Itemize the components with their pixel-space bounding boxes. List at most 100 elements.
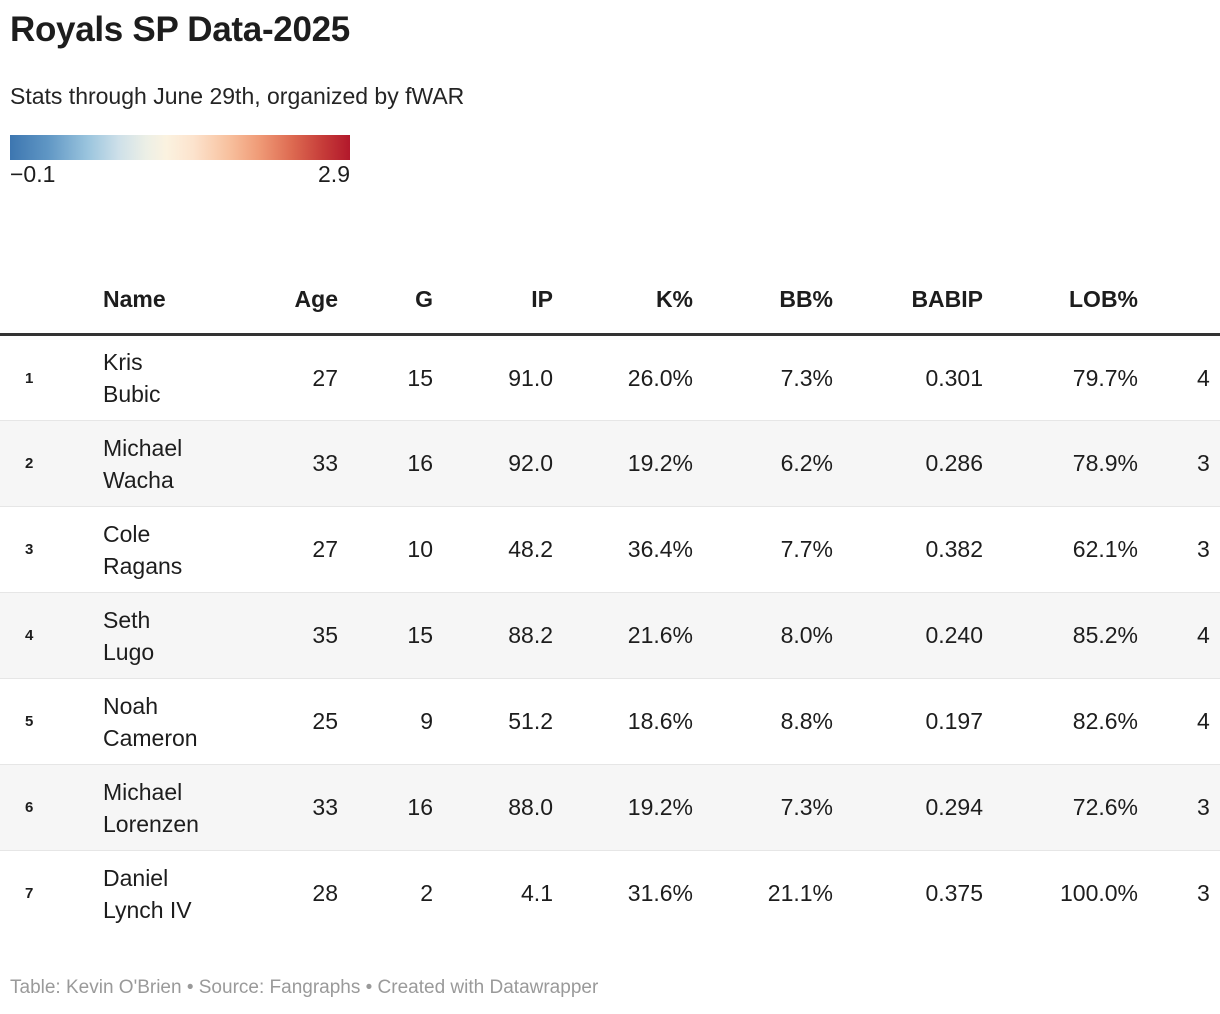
- clipped-column-header: [1138, 268, 1220, 335]
- games-cell: 10: [407, 536, 433, 562]
- games-cell: 2: [420, 880, 433, 907]
- clipped-next-column-cell: 3: [1197, 450, 1210, 476]
- games-cell: 16: [407, 450, 433, 476]
- clipped-next-column-cell: 4: [1197, 622, 1210, 648]
- row-rank: 1: [25, 369, 34, 387]
- babip-cell: 0.197: [925, 708, 983, 734]
- row-rank: 5: [25, 713, 34, 730]
- ip-cell: 92.0: [508, 450, 553, 476]
- player-name-line1: Kris: [103, 349, 143, 375]
- ip-cell: 48.2: [508, 536, 553, 562]
- k-pct-cell: 36.4%: [627, 536, 693, 562]
- babip-cell: 0.382: [925, 536, 983, 562]
- player-name-line1: Michael: [103, 778, 183, 805]
- row-rank: 2: [25, 455, 34, 472]
- lob-pct-cell: 100.0%: [1059, 880, 1138, 907]
- age-cell: 33: [312, 450, 338, 476]
- bb-pct-cell: 7.3%: [780, 364, 833, 391]
- table-row: 4 Seth Lugo 35 15 88.2 21.6% 8.0% 0.240 …: [0, 592, 1220, 679]
- games-cell: 15: [407, 622, 433, 648]
- clipped-next-column-cell: 3: [1197, 880, 1210, 907]
- player-name-line1: Michael: [103, 434, 183, 461]
- player-name-cell: Michael Lorenzen: [103, 765, 278, 851]
- ip-cell: 51.2: [508, 708, 553, 734]
- k-pct-column-header: K%: [655, 286, 693, 312]
- ip-column-header: IP: [531, 286, 553, 312]
- table-row: 5 Noah Cameron 25 9 51.2 18.6% 8.8% 0.19…: [0, 679, 1220, 765]
- clipped-next-column-cell: 4: [1197, 364, 1210, 391]
- bb-pct-cell: 8.8%: [780, 708, 833, 734]
- babip-cell: 0.375: [925, 880, 983, 907]
- player-name-line2: Bubic: [103, 381, 161, 407]
- ip-cell: 88.2: [508, 622, 553, 648]
- ip-cell: 88.0: [508, 794, 553, 820]
- row-rank: 3: [25, 541, 34, 558]
- bb-pct-cell: 8.0%: [780, 622, 833, 648]
- babip-cell: 0.294: [925, 794, 983, 820]
- bb-pct-cell: 7.7%: [780, 536, 833, 562]
- lob-pct-cell: 78.9%: [1072, 450, 1138, 476]
- player-name-cell: Michael Wacha: [103, 421, 278, 507]
- k-pct-cell: 19.2%: [627, 450, 693, 476]
- bb-pct-column-header: BB%: [779, 286, 833, 312]
- player-name-cell: Kris Bubic: [103, 335, 278, 421]
- age-cell: 33: [312, 794, 338, 820]
- row-rank: 7: [25, 885, 34, 903]
- babip-cell: 0.301: [925, 364, 983, 391]
- lob-pct-cell: 79.7%: [1072, 364, 1138, 391]
- page-title: Royals SP Data-2025: [10, 10, 350, 49]
- player-name-line2: Lugo: [103, 638, 155, 665]
- age-cell: 25: [312, 708, 338, 734]
- rank-column-header: [0, 268, 103, 335]
- clipped-next-column-cell: 3: [1197, 794, 1210, 820]
- player-name-cell: Noah Cameron: [103, 679, 278, 765]
- k-pct-cell: 26.0%: [627, 364, 693, 391]
- games-cell: 9: [420, 708, 433, 734]
- player-name-line2: Cameron: [103, 724, 198, 751]
- bb-pct-cell: 7.3%: [780, 794, 833, 820]
- lob-pct-cell: 62.1%: [1072, 536, 1138, 562]
- games-cell: 16: [407, 794, 433, 820]
- k-pct-cell: 31.6%: [627, 880, 693, 907]
- babip-cell: 0.240: [925, 622, 983, 648]
- table-row: 1 Kris Bubic 27 15 91.0 26.0% 7.3% 0.301…: [0, 335, 1220, 421]
- player-name-cell: Daniel Lynch IV: [103, 851, 278, 937]
- games-column-header: G: [415, 286, 433, 312]
- ip-cell: 4.1: [521, 880, 553, 907]
- player-name-line2: Ragans: [103, 552, 183, 579]
- babip-column-header: BABIP: [911, 286, 983, 312]
- player-name-cell: Seth Lugo: [103, 593, 278, 679]
- table-row: 2 Michael Wacha 33 16 92.0 19.2% 6.2% 0.…: [0, 420, 1220, 507]
- attribution-footer: Table: Kevin O'Brien • Source: Fangraphs…: [10, 977, 599, 998]
- lob-pct-cell: 82.6%: [1072, 708, 1138, 734]
- player-name-line2: Lorenzen: [103, 810, 199, 837]
- age-cell: 27: [312, 536, 338, 562]
- age-cell: 27: [312, 364, 338, 391]
- color-scale-labels: −0.1 2.9: [10, 161, 350, 188]
- lob-pct-cell: 72.6%: [1072, 794, 1138, 820]
- row-rank: 4: [25, 627, 34, 644]
- table-row: 6 Michael Lorenzen 33 16 88.0 19.2% 7.3%…: [0, 764, 1220, 851]
- games-cell: 15: [407, 364, 433, 391]
- page-subtitle: Stats through June 29th, organized by fW…: [10, 83, 465, 109]
- player-name-line1: Noah: [103, 692, 158, 719]
- table-header-row: Name Age G IP K% BB% BABIP LOB%: [0, 268, 1220, 335]
- player-name-line2: Wacha: [103, 466, 174, 493]
- player-name-line2: Lynch IV: [103, 896, 192, 923]
- babip-cell: 0.286: [925, 450, 983, 476]
- k-pct-cell: 18.6%: [627, 708, 693, 734]
- name-column-header: Name: [103, 286, 166, 312]
- table-row: 3 Cole Ragans 27 10 48.2 36.4% 7.7% 0.38…: [0, 507, 1220, 593]
- k-pct-cell: 19.2%: [627, 794, 693, 820]
- player-name-line1: Cole: [103, 520, 151, 547]
- row-rank: 6: [25, 799, 34, 816]
- clipped-next-column-cell: 3: [1197, 536, 1210, 562]
- ip-cell: 91.0: [508, 364, 553, 391]
- player-name-cell: Cole Ragans: [103, 507, 278, 593]
- player-name-line1: Daniel: [103, 864, 169, 891]
- k-pct-cell: 21.6%: [627, 622, 693, 648]
- color-scale-min-label: −0.1: [10, 161, 56, 187]
- age-cell: 28: [312, 880, 338, 907]
- lob-pct-column-header: LOB%: [1069, 286, 1138, 312]
